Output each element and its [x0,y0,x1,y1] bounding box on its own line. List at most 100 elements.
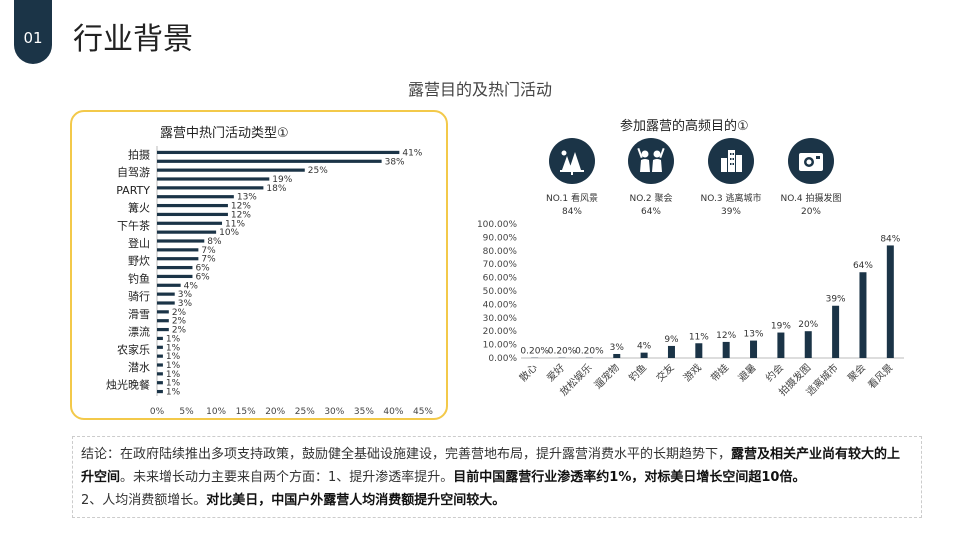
category-label: 下午茶 [117,219,150,232]
left-chart-frame [70,110,448,420]
x-tick-label: 15% [236,407,256,417]
bar-value-label: 10% [219,228,239,238]
bar-value-label: 1% [166,361,181,371]
category-label: 篝火 [128,201,150,215]
bar-value-label: 1% [166,379,181,389]
x-tick-label: 25% [295,407,315,417]
bar-value-label: 3% [178,290,193,300]
category-label: 潜水 [128,360,150,374]
purpose-label-1: NO.1 看风景 84% [532,193,612,219]
purpose-rank: NO.2 聚会 [629,194,673,204]
category-label: 钓鱼 [128,271,150,285]
bar-value-label: 38% [385,157,405,167]
bar [157,389,163,394]
bar-value-label: 8% [207,237,222,247]
category-label: 自驾游 [117,166,150,179]
bar [157,381,163,385]
bar-value-label: 1% [166,343,181,353]
gathering-icon [628,138,674,184]
category-label: 滑雪 [128,308,150,321]
bar-value-label: 13% [237,193,257,203]
category-label: 野炊 [128,255,150,268]
landscape-icon [549,138,595,184]
bar-value-label: 2% [172,308,187,318]
purpose-value: 64% [640,207,661,217]
city-icon [708,138,754,184]
bar [157,150,400,155]
bar [157,363,163,367]
x-tick-label: 10% [206,407,226,417]
bar-value-label: 6% [195,264,210,274]
x-tick-label: 30% [324,407,344,417]
bar-value-label: 11% [225,219,245,229]
conclusion-bold-3: 对比美日，中国户外露营人均消费额提升空间较大。 [206,493,506,508]
bar [157,257,199,261]
bar [157,168,305,172]
bar [157,186,264,190]
purpose-rank: NO.3 逃离城市 [700,194,762,204]
bar-value-label: 3% [178,299,193,309]
bar-value-label: 1% [166,334,181,344]
purpose-value: 84% [561,207,582,217]
category-label: PARTY [116,184,150,197]
right-chart-title: 参加露营的高频目的① [620,119,749,134]
bar [157,336,163,341]
bar-value-label: 4% [184,281,199,291]
category-label: 骑行 [128,290,150,303]
bar [157,265,193,270]
purpose-label-4: NO.4 拍摄发图 20% [771,193,851,219]
page-title: 行业背景 [73,22,193,57]
x-tick-label: 45% [413,407,433,417]
bar [157,274,193,279]
bar [157,230,217,234]
bar [157,319,169,323]
section-number: 01 [23,29,43,47]
bar [157,248,199,252]
bar-value-label: 25% [308,166,328,176]
bar-value-label: 12% [231,202,251,212]
conclusion-box: 结论：在政府陆续推出多项支持政策，鼓励健全基础设施建设，完善营地布局，提升露营消… [72,436,922,518]
x-tick-label: 20% [265,407,285,417]
x-tick-label: 0% [150,407,165,417]
purpose-rank: NO.4 拍摄发图 [780,194,842,204]
bar [157,159,382,163]
section-number-badge: 01 [14,0,52,64]
purpose-value: 39% [720,207,741,217]
bar-value-label: 7% [201,246,216,256]
page-subtitle: 露营目的及热门活动 [407,80,552,99]
bar-value-label: 7% [201,255,216,265]
x-tick-label: 40% [383,407,403,417]
conclusion-text-2: 。未来增长动力主要来自两个方面：1、提升渗透率提升。 [120,470,454,485]
bar [157,239,205,243]
bar [157,310,169,314]
bar-value-label: 2% [172,317,187,327]
conclusion-text-3: 2、人均消费额增长。 [81,493,207,508]
bar [157,327,169,332]
bar-value-label: 6% [195,272,210,282]
bar [157,203,228,208]
purpose-label-2: NO.2 聚会 64% [611,193,691,219]
bar-value-label: 19% [272,175,292,185]
category-label: 拍摄 [128,147,150,161]
bar [157,354,163,358]
bar-value-label: 2% [172,326,187,336]
bar [157,283,181,287]
purpose-value: 20% [800,207,821,217]
camera-icon [788,138,834,184]
bar [157,221,223,225]
purpose-rank: NO.1 看风景 [546,194,598,204]
bar-value-label: 41% [402,148,422,158]
bar-value-label: 12% [231,210,251,220]
x-tick-label: 35% [354,407,374,417]
bar [157,177,270,181]
bar [157,345,163,349]
conclusion-bold-2: 目前中国露营行业渗透率约1%，对标美日增长空间超10倍。 [453,470,806,485]
conclusion-bold-1: 露营及相关产业尚有较大的上升空间 [81,447,901,485]
bar [157,372,163,376]
purpose-label-3: NO.3 逃离城市 39% [691,193,771,219]
category-label: 漂流 [128,325,150,339]
left-chart-title: 露营中热门活动类型① [160,126,289,141]
category-label: 登山 [128,236,150,250]
bar-value-label: 1% [166,388,181,398]
bar [157,301,175,305]
